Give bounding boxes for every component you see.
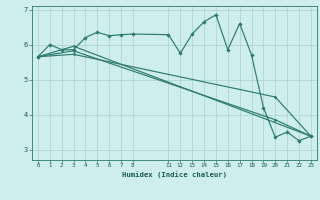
X-axis label: Humidex (Indice chaleur): Humidex (Indice chaleur) (122, 171, 227, 178)
